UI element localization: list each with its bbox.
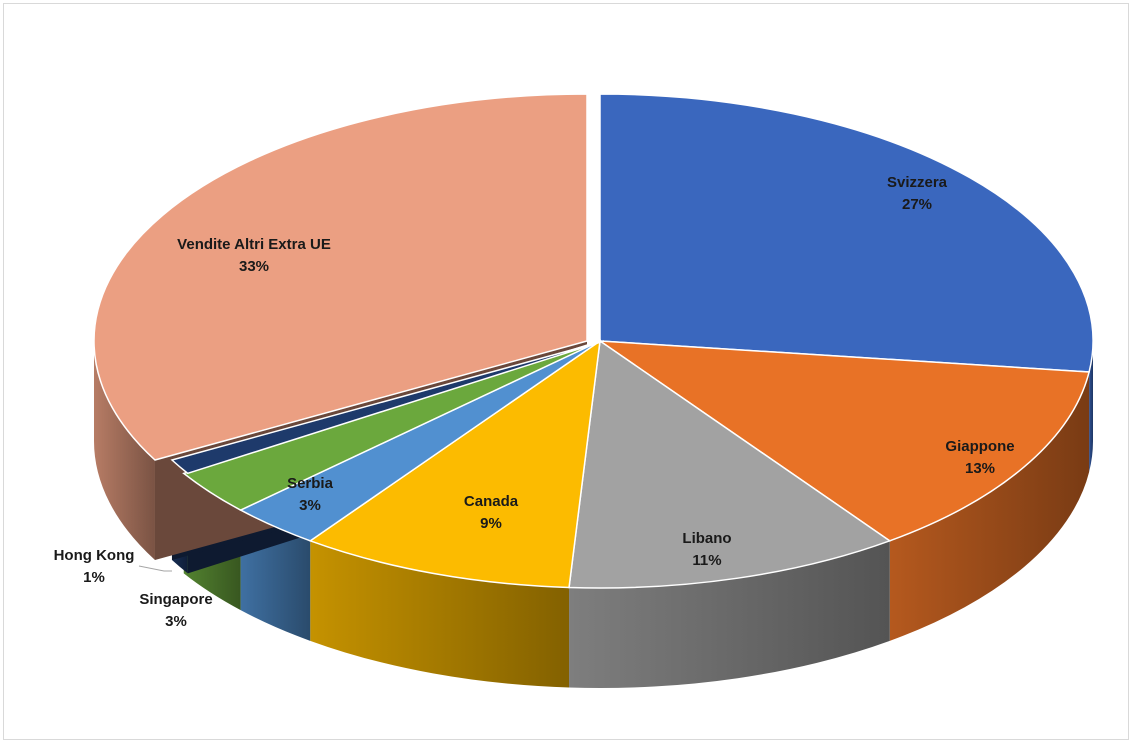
- label-vendite-altri-extra-ue: Vendite Altri Extra UE: [177, 236, 331, 253]
- pct-svizzera: 27%: [902, 196, 932, 213]
- label-canada: Canada: [464, 493, 519, 510]
- label-giappone: Giappone: [945, 438, 1014, 455]
- pie-chart: Svizzera 27% Giappone 13% Libano 11% Canada 9% S…: [54, 93, 1094, 688]
- pct-singapore: 3%: [165, 613, 187, 630]
- pct-giappone: 13%: [965, 460, 995, 477]
- pie-tops: [93, 93, 1094, 589]
- slice-canada: [308, 339, 601, 589]
- slice-singapore: [182, 340, 601, 511]
- label-hong-kong: Hong Kong: [54, 547, 135, 564]
- label-singapore: Singapore: [139, 591, 212, 608]
- leader-hong-kong: [138, 565, 172, 572]
- slice-labels: Svizzera 27% Giappone 13% Libano 11% Canada 9% S…: [54, 174, 1015, 630]
- pct-serbia: 3%: [299, 497, 321, 514]
- label-serbia: Serbia: [287, 475, 334, 492]
- slice-side-vendite-altri-extra-ue: [94, 341, 155, 560]
- slice-libano: [568, 339, 892, 589]
- pct-hong-kong: 1%: [83, 569, 105, 586]
- label-svizzera: Svizzera: [887, 174, 948, 191]
- slice-side-libano: [569, 540, 890, 688]
- label-leaders: [138, 565, 172, 572]
- slice-vendite-altri-extra-ue: [93, 93, 588, 461]
- slice-svizzera: [599, 93, 1094, 373]
- chart-frame: Svizzera 27% Giappone 13% Libano 11% Canada 9% S…: [3, 3, 1129, 740]
- pct-canada: 9%: [480, 515, 502, 532]
- pct-vendite-altri-extra-ue: 33%: [239, 258, 269, 275]
- label-libano: Libano: [682, 530, 731, 547]
- slice-side-giappone: [889, 371, 1090, 641]
- pct-libano: 11%: [692, 552, 721, 569]
- slice-side-svizzera: [1089, 341, 1093, 472]
- slice-giappone: [597, 340, 1091, 542]
- slice-hong-kong: [170, 340, 605, 475]
- slice-side-canada: [310, 540, 570, 688]
